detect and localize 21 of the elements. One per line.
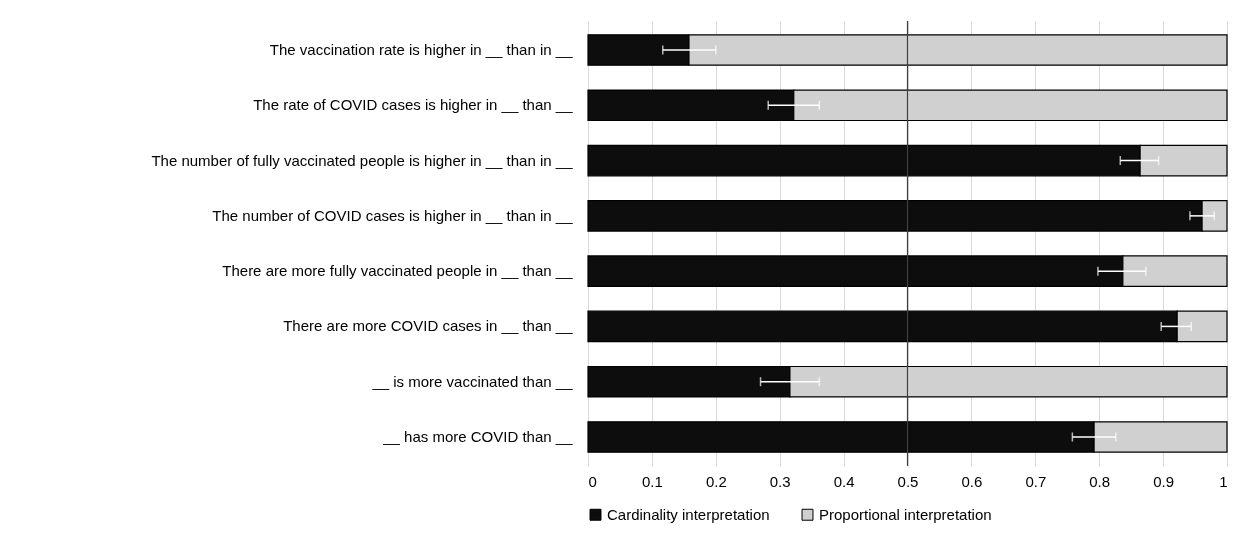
y-tick-label: __ has more COVID than __: [382, 427, 574, 445]
x-tick-label: 0.8: [1089, 472, 1111, 490]
y-tick-label: There are more COVID cases in __ than __: [283, 317, 574, 335]
x-tick-label: 0.7: [1025, 472, 1047, 490]
legend-label: Cardinality interpretation: [607, 505, 770, 523]
y-tick-label: The number of fully vaccinated people is higher in __ than in __: [151, 151, 574, 169]
x-tick-label: 0.3: [769, 472, 791, 490]
x-tick-label: 1: [1219, 472, 1228, 490]
y-tick-label: There are more fully vaccinated people in __ than __: [222, 262, 574, 280]
x-tick-label: 0.5: [897, 472, 919, 490]
x-tick-label: 0: [588, 472, 597, 490]
x-tick-label: 0.9: [1153, 472, 1175, 490]
x-tick-label: 0.4: [833, 472, 855, 490]
legend-label: Proportional interpretation: [819, 505, 992, 523]
x-tick-label: 0.2: [705, 472, 727, 490]
y-tick-label: The number of COVID cases is higher in __ than in __: [212, 206, 574, 224]
x-tick-label: 0.1: [641, 472, 663, 490]
y-tick-label: The vaccination rate is higher in __ than in __: [269, 41, 574, 59]
x-tick-label: 0.6: [961, 472, 983, 490]
y-tick-label: The rate of COVID cases is higher in __ than __: [253, 96, 574, 114]
y-tick-label: __ is more vaccinated than __: [371, 372, 574, 390]
